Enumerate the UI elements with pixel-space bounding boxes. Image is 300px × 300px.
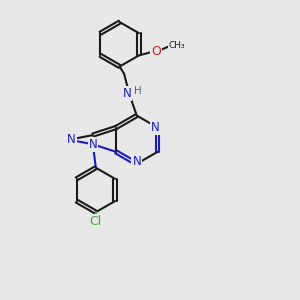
Text: N: N [123, 87, 131, 100]
Text: CH₃: CH₃ [168, 41, 185, 50]
Text: Cl: Cl [90, 215, 102, 228]
Text: N: N [151, 121, 160, 134]
Text: H: H [134, 86, 142, 96]
Text: N: N [88, 138, 97, 151]
Text: N: N [132, 155, 141, 168]
Text: O: O [151, 45, 161, 58]
Text: N: N [67, 133, 76, 146]
